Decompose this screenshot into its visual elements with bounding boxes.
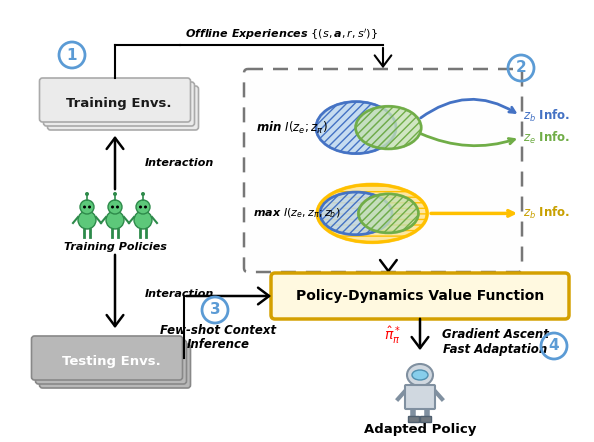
Text: Testing Envs.: Testing Envs. xyxy=(62,355,160,369)
Circle shape xyxy=(134,211,152,229)
Text: Training Envs.: Training Envs. xyxy=(67,98,172,110)
Circle shape xyxy=(141,192,145,196)
Text: 3: 3 xyxy=(210,302,220,317)
Ellipse shape xyxy=(407,364,433,386)
Text: Inference: Inference xyxy=(187,338,249,351)
Text: $z_e$ Info.: $z_e$ Info. xyxy=(523,130,570,146)
Text: Policy-Dynamics Value Function: Policy-Dynamics Value Function xyxy=(296,289,544,303)
Circle shape xyxy=(108,200,122,214)
Text: $z_b$ Info.: $z_b$ Info. xyxy=(523,107,570,124)
Text: Fast Adaptation: Fast Adaptation xyxy=(443,343,547,355)
FancyBboxPatch shape xyxy=(36,340,187,384)
Circle shape xyxy=(83,206,86,209)
Ellipse shape xyxy=(412,370,428,380)
Circle shape xyxy=(116,206,119,209)
FancyBboxPatch shape xyxy=(421,416,431,423)
Ellipse shape xyxy=(317,184,427,242)
FancyBboxPatch shape xyxy=(409,416,419,423)
Ellipse shape xyxy=(320,192,392,235)
Circle shape xyxy=(136,200,150,214)
Text: max $I(z_e, z_{\pi}; z_b)$: max $I(z_e, z_{\pi}; z_b)$ xyxy=(253,206,341,220)
Circle shape xyxy=(88,206,91,209)
Text: $z_b$ Info.: $z_b$ Info. xyxy=(523,206,570,221)
FancyBboxPatch shape xyxy=(31,336,182,380)
FancyBboxPatch shape xyxy=(405,385,435,409)
Circle shape xyxy=(144,206,147,209)
FancyBboxPatch shape xyxy=(43,82,194,126)
Text: Interaction: Interaction xyxy=(145,289,214,299)
Text: Gradient Ascent: Gradient Ascent xyxy=(441,328,548,342)
Ellipse shape xyxy=(316,102,396,154)
Circle shape xyxy=(106,211,124,229)
Text: Offline Experiences $\{(s, \boldsymbol{a}, r, s')\}$: Offline Experiences $\{(s, \boldsymbol{a… xyxy=(185,27,378,42)
Text: min $I(z_e;z_{\pi})$: min $I(z_e;z_{\pi})$ xyxy=(256,119,328,136)
Ellipse shape xyxy=(356,106,421,149)
FancyBboxPatch shape xyxy=(244,69,522,272)
Circle shape xyxy=(85,192,89,196)
Text: Adapted Policy: Adapted Policy xyxy=(364,423,476,435)
Text: 1: 1 xyxy=(67,47,77,62)
Text: $Z_e$: $Z_e$ xyxy=(342,282,359,298)
FancyBboxPatch shape xyxy=(48,86,198,130)
Text: Training Policies: Training Policies xyxy=(64,242,166,252)
Text: $Z_{\pi}$: $Z_{\pi}$ xyxy=(380,282,397,298)
Circle shape xyxy=(139,206,142,209)
Circle shape xyxy=(78,211,96,229)
Circle shape xyxy=(80,200,94,214)
FancyBboxPatch shape xyxy=(271,273,569,319)
Text: 4: 4 xyxy=(549,339,560,354)
Text: $\hat{\pi}_{\pi}^*$: $\hat{\pi}_{\pi}^*$ xyxy=(384,324,400,346)
FancyBboxPatch shape xyxy=(39,78,191,122)
Text: 2: 2 xyxy=(516,61,526,76)
Circle shape xyxy=(113,192,117,196)
Circle shape xyxy=(111,206,114,209)
Text: Interaction: Interaction xyxy=(145,159,214,168)
FancyBboxPatch shape xyxy=(39,344,191,388)
Text: Few-shot Context: Few-shot Context xyxy=(160,324,276,336)
Ellipse shape xyxy=(358,194,418,233)
